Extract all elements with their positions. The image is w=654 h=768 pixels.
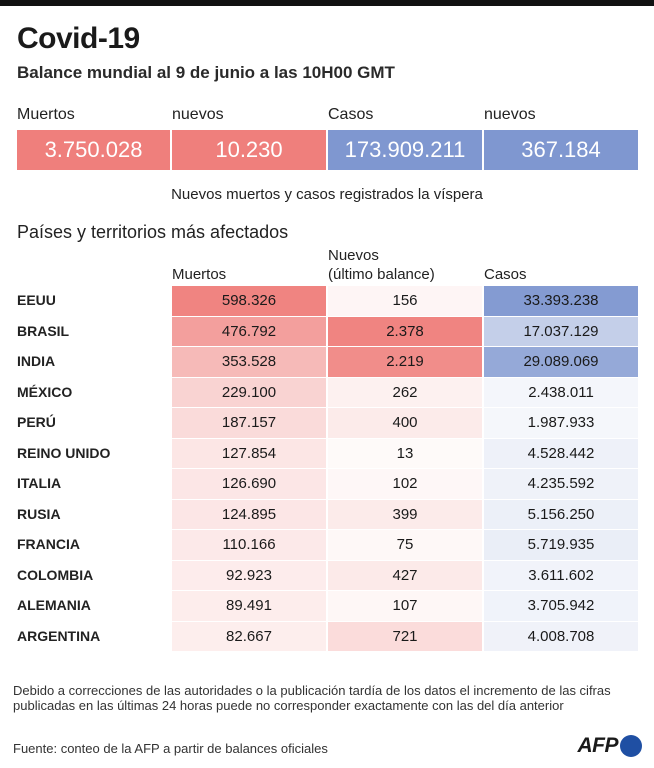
table-cell-new: 75 [328,530,482,560]
page-title: Covid-19 [17,22,140,55]
table-cell-deaths: 126.690 [172,469,326,499]
column-header-new-line1: Nuevos [328,247,379,264]
table-cell-new: 102 [328,469,482,499]
table-cell-new: 262 [328,377,482,407]
table-cell-deaths: 187.157 [172,408,326,438]
column-header-cases: Casos [484,266,527,283]
table-cell-cases: 1.987.933 [484,408,638,438]
summary-box-new-deaths: 10.230 [172,130,326,170]
table-cell-deaths: 92.923 [172,560,326,590]
country-label: ARGENTINA [17,627,101,644]
country-label: BRASIL [17,322,70,339]
afp-logo: AFP [577,734,642,758]
column-header-deaths: Muertos [172,266,227,283]
table-cell-cases: 3.611.602 [484,560,638,590]
summary-box-cases: 173.909.211 [328,130,482,170]
country-label: ITALIA [17,475,62,491]
table-cell-cases: 3.705.942 [484,591,638,621]
table-cell-cases: 4.235.592 [484,469,638,499]
summary-box-new-cases: 367.184 [484,130,638,170]
summary-note: Nuevos muertos y casos registrados la ví… [171,186,483,203]
table-cell-new: 427 [328,560,482,590]
table-cell-cases: 4.528.442 [484,438,638,468]
table-cell-deaths: 124.895 [172,499,326,529]
table-cell-new: 107 [328,591,482,621]
country-label: REINO UNIDO [17,444,111,461]
country-label: RUSIA [17,505,61,522]
summary-label-new-cases: nuevos [484,106,536,123]
table-cell-deaths: 89.491 [172,591,326,621]
table-cell-cases: 29.089.069 [484,347,638,377]
country-label: COLOMBIA [17,566,94,583]
page-subtitle: Balance mundial al 9 de junio a las 10H0… [17,63,395,82]
country-label: FRANCIA [17,536,80,552]
table-cell-deaths: 82.667 [172,621,326,651]
column-header-new-line2: (último balance) [328,266,435,283]
table-cell-deaths: 127.854 [172,438,326,468]
table-cell-cases: 17.037.129 [484,316,638,346]
table-cell-new: 2.378 [328,316,482,346]
country-label: INDIA [17,353,56,369]
column-header-new: Nuevos (último balance) [328,246,435,284]
table-cell-deaths: 476.792 [172,316,326,346]
afp-logo-text: AFP [577,734,619,757]
footnote: Debido a correcciones de las autoridades… [13,683,611,713]
table-title: Países y territorios más afectados [17,222,289,242]
table-cell-cases: 4.008.708 [484,621,638,651]
summary-box-deaths: 3.750.028 [17,130,170,170]
top-bar [0,0,654,6]
table-cell-cases: 5.156.250 [484,499,638,529]
summary-label-new-deaths: nuevos [172,106,224,123]
country-label: PERÚ [17,414,56,430]
table-cell-new: 156 [328,286,482,316]
table-cell-new: 399 [328,499,482,529]
table-cell-deaths: 353.528 [172,347,326,377]
summary-label-deaths: Muertos [17,106,75,123]
table-cell-deaths: 598.326 [172,286,326,316]
table-cell-new: 13 [328,438,482,468]
source-note: Fuente: conteo de la AFP a partir de bal… [13,741,328,756]
table-cell-deaths: 110.166 [172,530,326,560]
country-label: ALEMANIA [17,597,91,613]
country-label: EEUU [17,292,56,308]
table-cell-deaths: 229.100 [172,377,326,407]
table-cell-new: 2.219 [328,347,482,377]
table-cell-cases: 33.393.238 [484,286,638,316]
table-cell-cases: 2.438.011 [484,377,638,407]
afp-dot-icon [620,735,642,757]
table-cell-new: 721 [328,621,482,651]
country-label: MÉXICO [17,383,73,400]
table-cell-cases: 5.719.935 [484,530,638,560]
summary-label-cases: Casos [328,106,374,123]
table-cell-new: 400 [328,408,482,438]
